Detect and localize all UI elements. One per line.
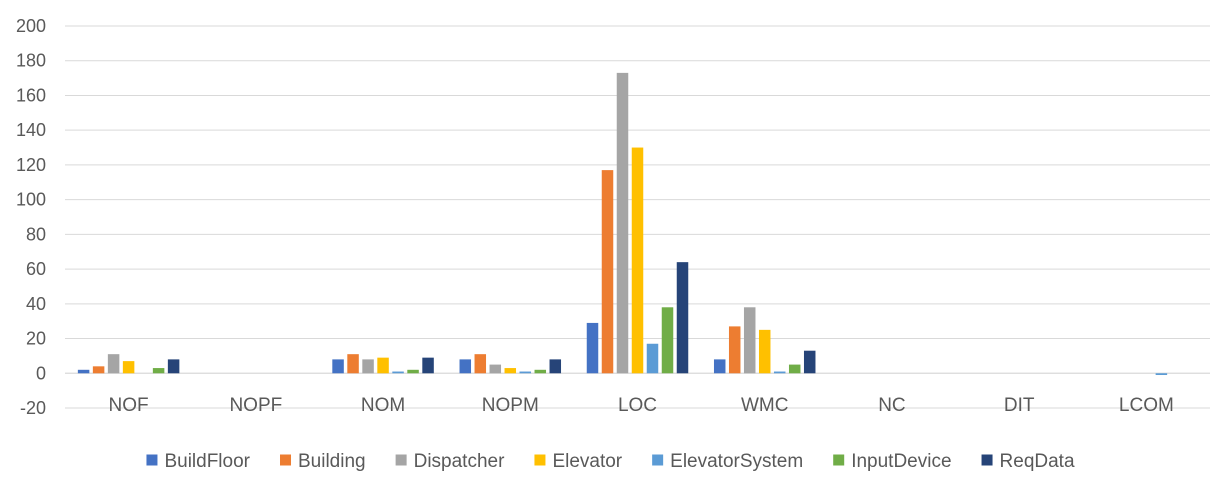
x-category-label: LOC (618, 395, 657, 416)
bar-dispatcher-nopm (489, 364, 502, 374)
bar-dispatcher-nom (362, 359, 374, 374)
bar-building-wmc (728, 326, 741, 374)
y-tick-label: 180 (16, 51, 46, 71)
bar-buildfloor-wmc (713, 359, 726, 374)
y-tick-label: 140 (16, 120, 46, 140)
y-axis-tick-labels: -20 0 20 40 60 80 100 120 140 160 180 200 (16, 16, 46, 418)
y-tick-label: 0 (36, 363, 46, 383)
legend-swatch (395, 454, 407, 466)
y-tick-label: 100 (16, 190, 46, 210)
x-category-label: NOF (109, 395, 149, 416)
y-tick-label: 120 (16, 155, 46, 175)
bar-building-nof (92, 366, 105, 374)
bar-buildfloor-nom (332, 359, 344, 374)
bar-reqdata-wmc (803, 350, 816, 374)
bar-inputdevice-nof (152, 368, 165, 374)
x-category-label: DIT (1004, 395, 1035, 416)
bar-elevator-loc (631, 147, 644, 374)
bar-building-loc (601, 170, 614, 374)
bar-dispatcher-nof (107, 354, 120, 374)
legend-swatch (652, 454, 664, 466)
y-tick-label: 60 (26, 259, 46, 279)
legend-swatch (534, 454, 546, 466)
y-tick-label: 80 (26, 224, 46, 244)
x-axis-category-labels: NOF NOPF NOM NOPM LOC WMC NC DIT LCOM (109, 395, 1174, 416)
x-category-label: LCOM (1119, 395, 1174, 416)
y-tick-label: -20 (20, 398, 46, 418)
bar-elevatorsystem-wmc (773, 371, 786, 374)
x-category-label: NC (878, 395, 905, 416)
bar-reqdata-nopm (549, 359, 562, 374)
legend-swatch (146, 454, 158, 466)
bar-buildfloor-loc (586, 322, 599, 374)
legend-label: InputDevice (851, 451, 951, 472)
x-category-label: NOPF (229, 395, 282, 416)
legend: BuildFloor Building Dispatcher Elevator Elev… (146, 451, 1075, 472)
legend-label: Dispatcher (414, 451, 505, 472)
legend-swatch (833, 454, 845, 466)
bar-reqdata-nof (167, 359, 180, 374)
legend-swatch (981, 454, 993, 466)
bar-reqdata-loc (676, 262, 689, 374)
bar-building-nom (347, 354, 359, 374)
bar-elevatorsystem-lcom (1155, 373, 1168, 376)
bar-reqdata-nom (422, 357, 434, 374)
bar-buildfloor-nof (77, 369, 90, 374)
x-category-label: WMC (741, 395, 788, 416)
y-tick-label: 40 (26, 294, 46, 314)
bar-inputdevice-nopm (534, 369, 547, 374)
x-category-label: NOM (361, 395, 405, 416)
bar-inputdevice-loc (661, 307, 674, 374)
bar-elevator-wmc (758, 329, 771, 374)
y-tick-label: 160 (16, 85, 46, 105)
bar-building-nopm (474, 354, 487, 374)
bar-elevatorsystem-loc (646, 343, 659, 374)
legend-label: ElevatorSystem (670, 451, 803, 472)
bar-buildfloor-nopm (459, 359, 472, 374)
bar-dispatcher-wmc (743, 307, 756, 374)
legend-label: BuildFloor (164, 451, 250, 472)
x-category-label: NOPM (482, 395, 539, 416)
bar-elevator-nom (377, 357, 389, 374)
bars (77, 72, 1168, 376)
bar-elevator-nopm (504, 368, 517, 374)
bar-dispatcher-loc (616, 72, 629, 374)
bar-elevatorsystem-nom (392, 371, 404, 374)
bar-elevator-nof (122, 361, 135, 374)
legend-label: ReqData (1000, 451, 1075, 472)
bar-inputdevice-nom (407, 369, 419, 374)
y-tick-label: 200 (16, 16, 46, 36)
bar-elevatorsystem-nopm (519, 371, 532, 374)
legend-label: Building (298, 451, 366, 472)
legend-swatch (280, 454, 292, 466)
bar-inputdevice-wmc (788, 364, 801, 374)
legend-label: Elevator (552, 451, 622, 472)
y-tick-label: 20 (26, 329, 46, 349)
